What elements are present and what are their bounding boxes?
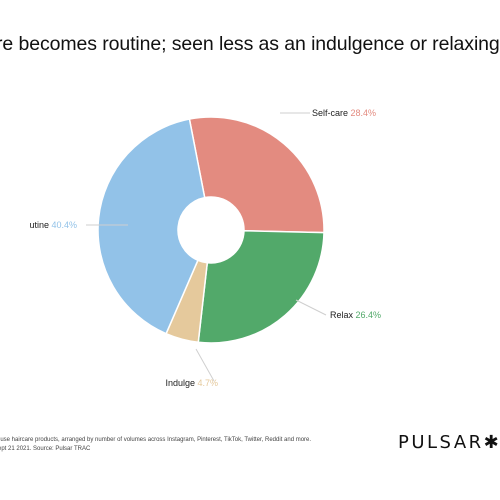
asterisk-icon: ✱ xyxy=(483,432,499,453)
data-label-routine: utine 40.4% xyxy=(29,220,77,230)
leader-line-relax xyxy=(295,299,327,316)
pulsar-logo: PULSAR✱ xyxy=(398,432,499,453)
leader-line-indulge xyxy=(195,348,215,382)
slice-relax xyxy=(197,230,325,344)
footnote-line-2: Sept 21 2021. Source: Pulsar TRAC xyxy=(0,446,91,452)
chart-title: re becomes routine; seen less as an indu… xyxy=(0,33,500,55)
data-label-self-care: Self-care 28.4% xyxy=(312,108,376,118)
brand-name: PULSAR xyxy=(398,432,484,453)
footnote-line-1: le use haircare products, arranged by nu… xyxy=(0,437,312,443)
category-label-indulge: Indulge xyxy=(165,378,197,388)
value-label-routine: 40.4% xyxy=(51,220,77,230)
footnote: le use haircare products, arranged by nu… xyxy=(0,436,390,454)
category-label-routine: utine xyxy=(29,220,51,230)
value-label-indulge: 4.7% xyxy=(197,378,218,388)
data-label-indulge: Indulge 4.7% xyxy=(165,378,218,388)
category-label-relax: Relax xyxy=(330,310,356,320)
slice-self-care xyxy=(188,116,325,234)
value-label-self-care: 28.4% xyxy=(351,108,377,118)
value-label-relax: 26.4% xyxy=(356,310,382,320)
slice-routine xyxy=(97,118,206,335)
data-label-relax: Relax 26.4% xyxy=(330,310,381,320)
category-label-self-care: Self-care xyxy=(312,108,351,118)
